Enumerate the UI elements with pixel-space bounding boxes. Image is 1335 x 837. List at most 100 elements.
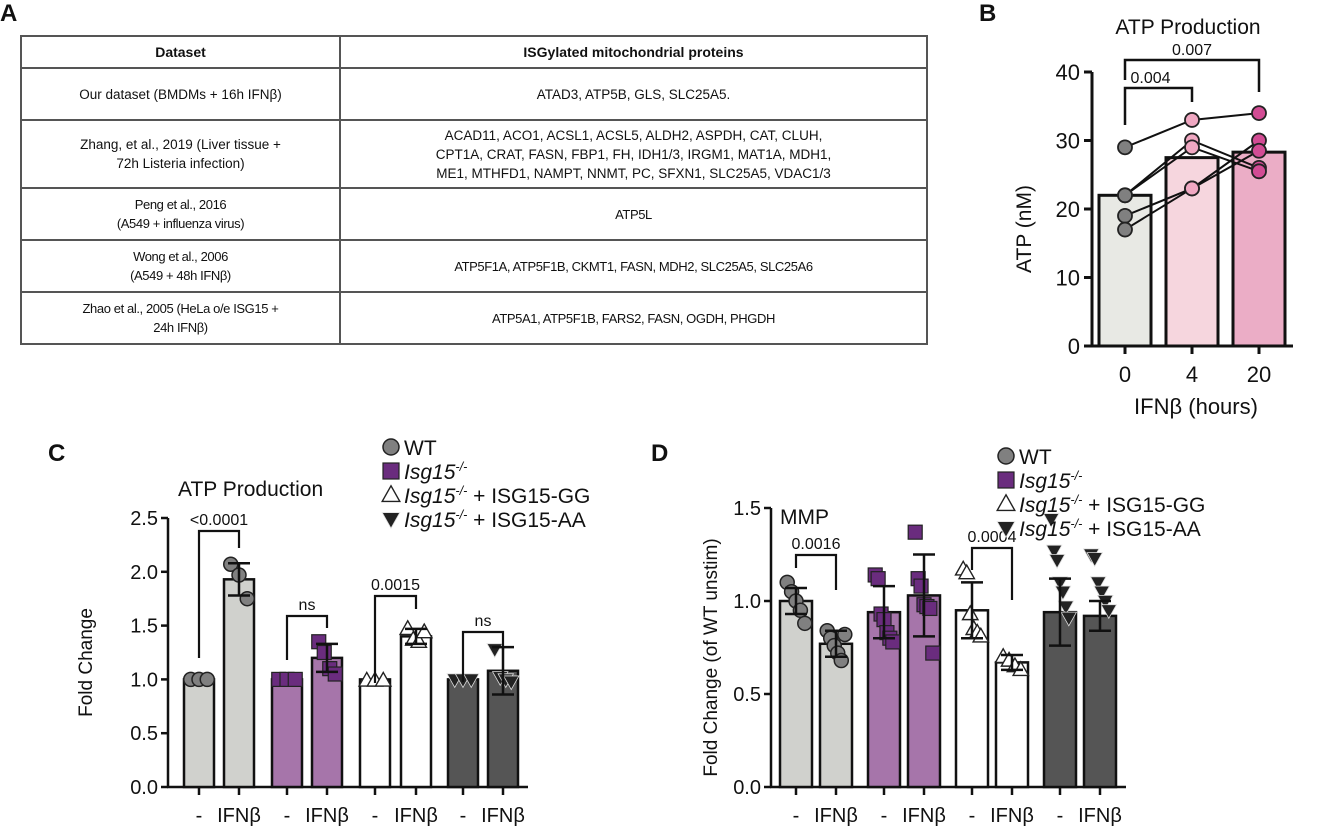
legend-label: WT	[1019, 446, 1052, 469]
y-tick-label: 0.5	[130, 723, 158, 745]
p-value-label: <0.0001	[190, 512, 248, 529]
data-point	[1184, 112, 1200, 128]
proteins-cell: ACAD11, ACO1, ACSL1, ACSL5, ALDH2, ASPDH…	[339, 119, 928, 189]
x-tick-label: -	[372, 805, 379, 827]
significance-bracket	[970, 546, 1014, 600]
legend-marker-triangle-up-icon	[996, 493, 1016, 512]
x-tick-label: IFNβ	[394, 805, 438, 827]
proteins-cell: ATP5L	[339, 187, 928, 241]
data-point	[1042, 513, 1060, 529]
dataset-cell: Wong et al., 2006 (A549 + 48h IFNβ)	[20, 239, 341, 293]
dataset-line: 72h Listeria infection)	[116, 156, 245, 171]
y-tick-label: 40	[1056, 60, 1080, 85]
chart-title: MMP	[780, 506, 829, 529]
x-tick-label: -	[969, 805, 976, 827]
x-tick-label: IFNβ	[902, 805, 946, 827]
data-point	[1251, 142, 1267, 159]
bar	[182, 678, 216, 789]
header-proteins: ISGylated mitochondrial proteins	[339, 35, 928, 69]
legend-label: Isg15-/-	[1019, 469, 1082, 493]
panel-letter-d: D	[651, 440, 669, 467]
data-point	[957, 563, 976, 580]
p-value-label: ns	[475, 613, 492, 630]
panel-letter-a: A	[0, 0, 18, 27]
dataset-line: (A549 + 48h IFNβ)	[130, 268, 231, 283]
legend-marker-triangle-down-icon	[996, 521, 1016, 539]
legend-marker-circle-icon	[382, 438, 400, 456]
data-point	[1060, 611, 1078, 627]
x-tick-label: -	[284, 805, 291, 827]
x-tick-label: 0	[1119, 362, 1131, 387]
proteins-line: ATAD3, ATP5B, GLS, SLC25A5.	[536, 86, 731, 102]
dataset-cell: Zhang, et al., 2019 (Liver tissue + 72h L…	[20, 119, 341, 189]
table-row: Zhang, et al., 2019 (Liver tissue + 72h L…	[20, 119, 928, 189]
data-point	[374, 671, 393, 687]
y-tick-label: 0	[1068, 334, 1080, 359]
data-point	[907, 524, 923, 540]
data-point	[287, 671, 303, 688]
legend-label: Isg15-/- + ISG15-AA	[404, 508, 586, 532]
chart-title: ATP Production	[178, 478, 323, 501]
data-point	[925, 645, 941, 661]
y-tick-label: 10	[1056, 266, 1080, 291]
bar	[778, 599, 814, 789]
data-point	[961, 604, 980, 621]
data-point	[462, 673, 480, 689]
x-tick-label: IFNβ	[1078, 805, 1122, 827]
y-tick-label: 1.5	[130, 616, 158, 638]
x-tick-label: IFNβ	[217, 805, 261, 827]
dataset-line: 24h IFNβ)	[153, 320, 208, 335]
data-point	[1251, 105, 1267, 121]
legend-label: Isg15-/- + ISG15-GG	[1019, 493, 1205, 517]
significance-bracket	[794, 553, 838, 590]
proteins-line: ATP5L	[615, 206, 652, 222]
legend-marker-triangle-up-icon	[381, 484, 401, 503]
legend-marker-triangle-down-icon	[381, 512, 401, 530]
proteins-line: ATP5A1, ATP5F1B, FARS2, FASN, OGDH, PHGD…	[492, 310, 775, 326]
dataset-line: Wong et al., 2006	[133, 249, 228, 264]
dataset-line: Zhang, et al., 2019 (Liver tissue +	[80, 137, 281, 152]
x-tick-label: 4	[1186, 362, 1198, 387]
significance-bracket	[373, 594, 418, 683]
significance-bracket	[1123, 58, 1261, 92]
y-axis-label: Fold Change (of WT unstim)	[701, 538, 722, 776]
y-tick-label: 30	[1056, 129, 1080, 154]
p-value-label: ns	[299, 597, 316, 614]
table-header-row: Dataset ISGylated mitochondrial proteins	[20, 35, 928, 69]
proteins-line: ATP5F1A, ATP5F1B, CKMT1, FASN, MDH2, SLC…	[454, 258, 813, 274]
x-axis-label: IFNβ (hours)	[1134, 394, 1258, 419]
data-point	[1184, 180, 1200, 197]
bar	[358, 678, 392, 789]
significance-bracket	[285, 614, 329, 660]
bar	[1164, 156, 1220, 348]
table-row: Zhao et al., 2005 (HeLa o/e ISG15 + 24h I…	[20, 291, 928, 345]
legend-label: WT	[404, 437, 437, 460]
y-tick-label: 0.5	[733, 684, 761, 706]
p-value-label: 0.004	[1130, 70, 1170, 87]
bar	[994, 661, 1030, 789]
y-axis-label: ATP (nM)	[1013, 185, 1036, 273]
legend-marker-circle-icon	[997, 447, 1015, 465]
x-tick-label: IFNβ	[305, 805, 349, 827]
table-row: Peng et al., 2016 (A549 + influenza virus…	[20, 187, 928, 241]
y-tick-label: 0.0	[130, 777, 158, 799]
y-tick-label: 1.0	[130, 669, 158, 691]
data-point	[1117, 139, 1133, 156]
legend-label: Isg15-/- + ISG15-GG	[404, 484, 590, 508]
table-row: Our dataset (BMDMs + 16h IFNβ) ATAD3, ATP…	[20, 67, 928, 121]
data-point	[199, 671, 215, 688]
dataset-cell: Our dataset (BMDMs + 16h IFNβ)	[20, 67, 341, 121]
x-tick-label: -	[881, 805, 888, 827]
p-value-label: 0.0016	[792, 536, 841, 553]
dataset-line: Our dataset (BMDMs + 16h IFNβ)	[79, 86, 282, 102]
data-point	[1100, 604, 1118, 620]
x-tick-label: -	[196, 805, 203, 827]
x-tick-label: IFNβ	[990, 805, 1034, 827]
data-point	[1045, 544, 1063, 560]
legend-label: Isg15-/- + ISG15-AA	[1019, 517, 1201, 541]
bar	[1082, 614, 1118, 789]
